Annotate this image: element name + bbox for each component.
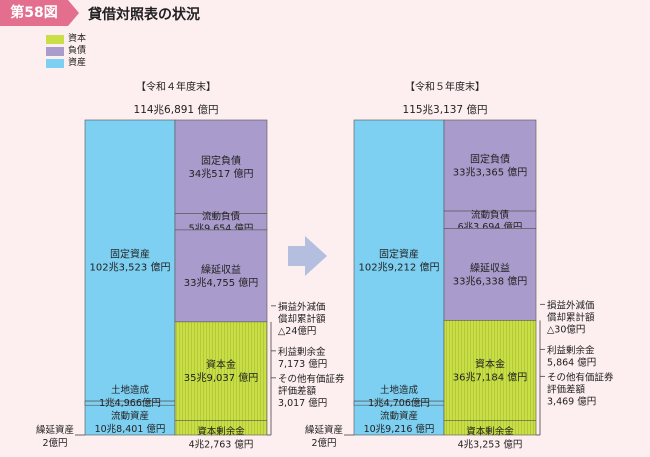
asset-land-name: 土地造成 [380, 384, 419, 396]
liability-fixed-name: 固定負債 [470, 153, 510, 166]
liability-deferred-revenue-name: 繰延収益 [201, 263, 241, 276]
liability-fixed-value: 33兆3,365 億円 [453, 166, 528, 179]
note-text: 償却累計額 [547, 311, 595, 323]
asset-current-value: 10兆8,401 億円 [95, 423, 166, 435]
asset-fixed-name: 固定資産 [110, 248, 150, 261]
asset-land-value: 1兆4,706億円 [368, 397, 430, 409]
equity-capital-name: 資本金 [206, 358, 236, 371]
asset-deferred-name: 繰延資産 [36, 424, 74, 436]
legend-label: 資本 [68, 34, 87, 44]
note-text: △30億円 [547, 323, 585, 335]
liability-fixed-value: 34兆517 億円 [189, 167, 254, 180]
liability-deferred-revenue-value: 33兆4,755 億円 [184, 276, 259, 289]
liability-fixed-bar [443, 119, 537, 212]
asset-current-name: 流動資産 [111, 410, 149, 422]
liability-deferred-revenue-bar [174, 229, 268, 323]
year-label: 【令和５年度末】 [405, 80, 485, 93]
asset-fixed-value: 102兆9,212 億円 [359, 261, 440, 274]
liability-deferred-revenue-value: 33兆6,338 億円 [453, 274, 528, 287]
legend-label: 負債 [68, 46, 87, 56]
note-text: 3,469 億円 [547, 395, 596, 407]
note-text: 損益外減価 [547, 299, 595, 311]
legend-swatch [46, 59, 64, 68]
asset-fixed-bar [84, 119, 176, 402]
total-label: 115兆3,137 億円 [403, 103, 488, 116]
legend-item-equity: 資本 [46, 34, 86, 45]
asset-fixed-value: 102兆3,523 億円 [90, 261, 171, 274]
figure-title: 貸借対照表の状況 [88, 7, 200, 23]
note-text: 5,864 億円 [547, 356, 596, 368]
note-text: 利益剰余金 [278, 346, 326, 358]
legend-label: 資産 [68, 58, 87, 68]
figure-number-badge: 第58図 [0, 0, 68, 26]
asset-fixed-name: 固定資産 [379, 248, 419, 261]
equity-capital-name: 資本金 [475, 357, 505, 370]
liability-fixed-name: 固定負債 [201, 154, 241, 167]
asset-deferred-value: 2億円 [311, 437, 336, 449]
asset-current-name: 流動資産 [380, 410, 418, 422]
badge-arrow-icon [68, 0, 79, 26]
year-label: 【令和４年度末】 [136, 80, 216, 93]
note-text: その他有価証券 [278, 373, 345, 385]
asset-deferred-name: 繰延資産 [305, 424, 343, 436]
legend-swatch [46, 47, 64, 56]
equity-capital-value: 36兆7,184 億円 [453, 370, 528, 383]
legend-item-liability: 負債 [46, 46, 86, 57]
asset-deferred-value: 2億円 [42, 437, 67, 449]
liability-deferred-revenue-bar [443, 228, 537, 321]
asset-current-bar [84, 400, 176, 436]
equity-surplus-value: 4兆3,253 億円 [458, 439, 523, 451]
equity-surplus-name: 資本剰余金 [197, 425, 245, 437]
equity-surplus-value: 4兆2,763 億円 [189, 438, 254, 450]
legend-item-asset: 資産 [46, 58, 86, 69]
asset-fixed-bar [353, 119, 445, 402]
note-text: 損益外減価 [278, 301, 326, 313]
asset-land-name: 土地造成 [111, 384, 150, 396]
liability-current-name: 流動負債 [471, 209, 510, 221]
liability-fixed-bar [174, 119, 268, 214]
legend-swatch [46, 35, 64, 44]
note-text: 7,173 億円 [278, 358, 327, 370]
comparison-arrow-icon [288, 236, 327, 276]
note-text: 利益剰余金 [547, 344, 595, 356]
note-text: 3,017 億円 [278, 397, 327, 409]
equity-bar [174, 321, 268, 436]
liability-deferred-revenue-name: 繰延収益 [470, 261, 510, 274]
asset-current-bar [353, 400, 445, 436]
figure-header: 第58図 貸借対照表の状況 [0, 0, 650, 26]
total-label: 114兆6,891 億円 [134, 103, 219, 116]
equity-surplus-name: 資本剰余金 [466, 426, 514, 438]
liability-current-name: 流動負債 [202, 211, 241, 223]
note-text: 評価差額 [278, 385, 317, 397]
asset-land-value: 1兆4,966億円 [99, 397, 161, 409]
asset-current-value: 10兆9,216 億円 [364, 423, 435, 435]
note-text: 評価差額 [547, 383, 586, 395]
note-text: その他有価証券 [547, 371, 614, 383]
legend: 資本 負債 資産 [46, 34, 86, 70]
note-text: △24億円 [278, 325, 316, 337]
equity-capital-value: 35兆9,037 億円 [184, 371, 259, 384]
note-text: 償却累計額 [278, 313, 326, 325]
equity-bar [443, 320, 537, 436]
